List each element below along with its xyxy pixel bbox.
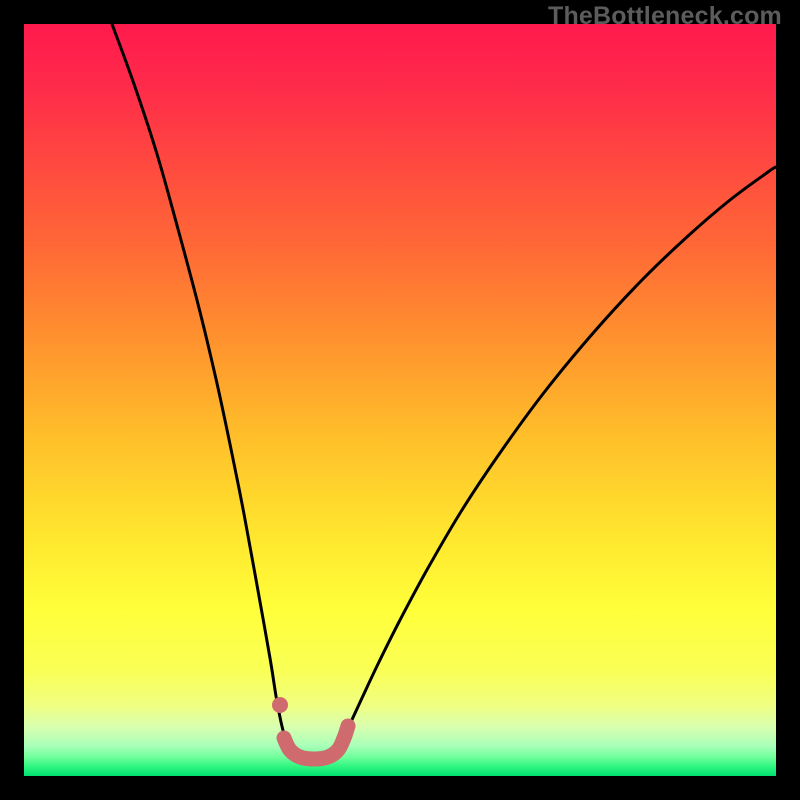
watermark-text: TheBottleneck.com [548, 2, 782, 31]
chart-svg [0, 0, 800, 800]
canvas-frame: TheBottleneck.com [0, 0, 800, 800]
data-point-marker-dot [272, 697, 288, 713]
plot-background-gradient [24, 24, 776, 776]
